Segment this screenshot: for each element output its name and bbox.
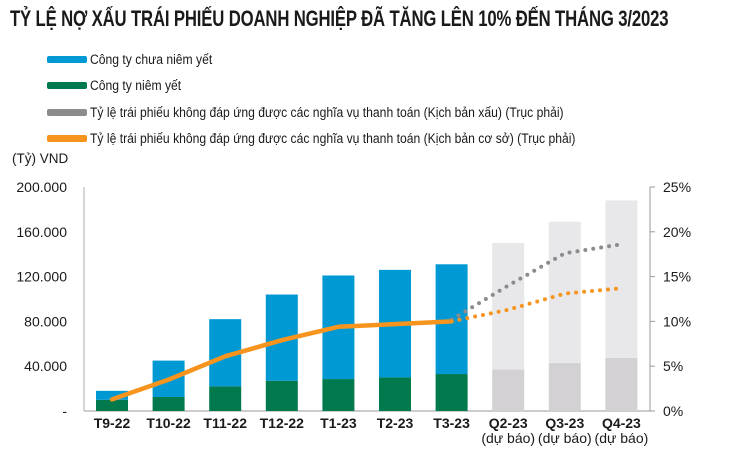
legend-item-listed: Công ty niêm yết	[47, 73, 629, 100]
y-axis-unit-label: (Tỷ) VND	[12, 151, 69, 166]
bar-listed	[265, 380, 298, 411]
legend-item-bad-scenario: Tỷ lệ trái phiếu không đáp ứng được các …	[47, 99, 629, 126]
x-tick-label: T9-22	[94, 415, 131, 431]
bar-unlisted	[96, 390, 128, 400]
legend-swatch	[47, 108, 87, 116]
legend-item-unlisted: Công ty chưa niêm yết	[47, 46, 629, 73]
bar-listed	[435, 374, 468, 411]
x-tick-label: T10-22	[146, 415, 191, 431]
chart-title: TỶ LỆ NỢ XẤU TRÁI PHIẾU DOANH NGHIỆP ĐÃ …	[10, 6, 669, 31]
x-tick-label: Q3-23	[545, 415, 584, 431]
y-tick-label: 200.000	[16, 179, 67, 195]
bar-listed	[209, 386, 242, 411]
x-tick-label: T12-22	[260, 415, 305, 431]
bar-listed	[379, 377, 411, 411]
line-base-scenario-forecast	[449, 286, 624, 324]
y2-tick-label: 5%	[663, 358, 683, 374]
y2-tick-label: 0%	[663, 403, 683, 419]
legend-swatch	[47, 55, 87, 63]
y-tick-label: 80.000	[24, 313, 67, 329]
legend-swatch	[47, 82, 87, 90]
y-tick-label: 40.000	[24, 358, 67, 374]
y-tick-label: 160.000	[16, 224, 67, 240]
x-tick-label: Q2-23	[489, 415, 528, 431]
bar-listed	[322, 379, 355, 411]
legend-swatch	[47, 135, 87, 143]
x-tick-label: T3-23	[433, 415, 470, 431]
legend: Công ty chưa niêm yết Công ty niêm yết T…	[47, 46, 629, 152]
x-tick-label: Q4-23	[602, 415, 641, 431]
line-bad-scenario-forecast	[449, 242, 624, 322]
line-base-scenario	[109, 319, 454, 402]
x-tick-label: T11-22	[203, 415, 247, 431]
y-tick-label: -	[62, 403, 67, 419]
bar-listed	[96, 399, 128, 411]
y-tick-label: 120.000	[16, 269, 67, 285]
bar-unlisted	[605, 200, 638, 358]
bar-listed	[152, 397, 185, 411]
bar-unlisted	[492, 243, 525, 370]
x-tick-label: (dự báo)	[481, 430, 535, 446]
legend-item-base-scenario: Tỷ lệ trái phiếu không đáp ứng được các …	[47, 126, 629, 153]
y2-tick-label: 10%	[663, 313, 691, 329]
bar-listed	[548, 362, 581, 411]
y2-tick-label: 15%	[663, 269, 691, 285]
x-tick-label: (dự báo)	[538, 430, 592, 446]
bar-listed	[492, 369, 525, 411]
bar-listed	[605, 357, 638, 411]
y2-tick-label: 20%	[663, 224, 691, 240]
x-tick-label: T1-23	[320, 415, 357, 431]
x-tick-label: T2-23	[377, 415, 414, 431]
y2-tick-label: 25%	[663, 179, 691, 195]
x-tick-label: (dự báo)	[595, 430, 649, 446]
